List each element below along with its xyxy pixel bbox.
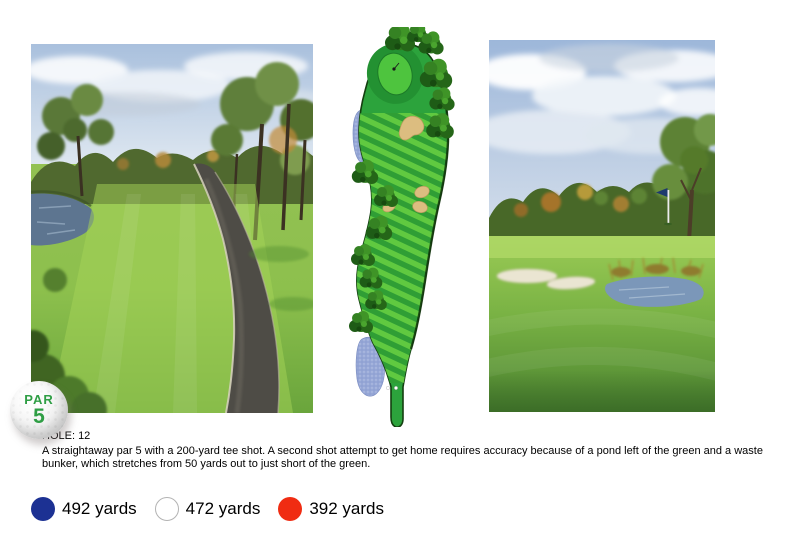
hole-map xyxy=(343,27,457,427)
white-tee-marker-icon xyxy=(154,497,179,521)
fairway-photo xyxy=(31,44,313,413)
par-value: 5 xyxy=(33,405,45,428)
tee-marker-dot xyxy=(394,386,398,390)
white-tee-distance: 472 yards xyxy=(185,499,261,518)
green-photo-graphic xyxy=(489,40,715,412)
flagstick-icon xyxy=(656,188,672,226)
pond xyxy=(605,276,704,307)
tee-legend: 492 yards 472 yards 392 yards xyxy=(31,497,384,521)
map-bunkers xyxy=(382,115,430,214)
blue-tee-marker-icon xyxy=(31,497,55,521)
hole-description-block: HOLE: 12 A straightaway par 5 with a 200… xyxy=(42,430,776,472)
red-tee-distance: 392 yards xyxy=(309,499,385,518)
flag-icon xyxy=(392,62,400,71)
red-tee-marker-icon xyxy=(278,497,303,521)
green-photo xyxy=(489,40,715,412)
sand-bunker xyxy=(496,268,596,290)
hole-map-graphic xyxy=(349,27,455,427)
blue-tee-distance: 492 yards xyxy=(62,499,137,518)
tee-marker-dot xyxy=(386,386,390,390)
hole-description: A straightaway par 5 with a 200-yard tee… xyxy=(42,444,763,471)
par-badge: PAR 5 xyxy=(10,381,68,439)
fairway-photo-graphic xyxy=(31,44,313,413)
par-label: PAR xyxy=(24,392,54,407)
legend-item-blue: 492 yards xyxy=(31,497,137,521)
map-putting-green xyxy=(377,52,413,96)
hole-number: HOLE: 12 xyxy=(42,430,91,442)
legend-item-red: 392 yards xyxy=(278,497,384,521)
legend-item-white: 472 yards xyxy=(154,497,261,521)
